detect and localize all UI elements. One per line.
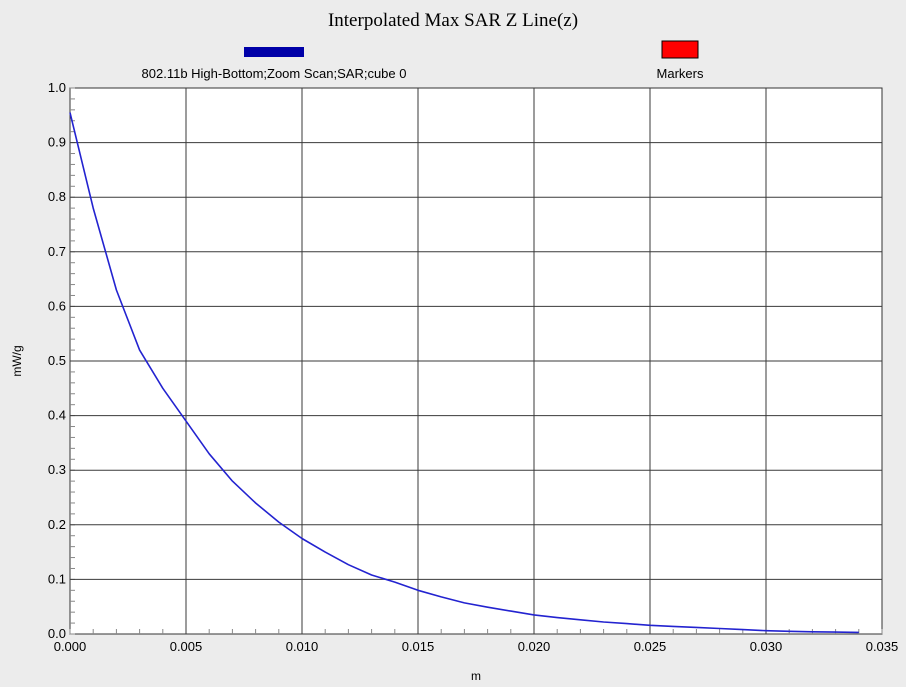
x-tick-label: 0.035 [866,639,899,654]
x-axis-label: m [471,669,481,683]
x-tick-label: 0.005 [170,639,203,654]
y-tick-label: 0.8 [48,189,66,204]
y-axis-label: mW/g [10,345,24,376]
y-tick-label: 0.3 [48,462,66,477]
legend-swatch-series [244,47,304,57]
x-tick-label: 0.000 [54,639,87,654]
y-tick-label: 0.1 [48,571,66,586]
y-tick-label: 0.9 [48,135,66,150]
series-layer [69,112,859,634]
legend-label-markers: Markers [657,66,704,81]
y-tick-label: 0.0 [48,626,66,641]
legend-swatch-markers [661,40,699,59]
grid-lines [70,88,882,634]
y-tick-label: 1.0 [48,80,66,95]
y-tick-labels: 0.0 0.1 0.2 0.3 0.4 0.5 0.6 0.7 0.8 0.9 1.0 [48,80,66,641]
x-tick-label: 0.025 [634,639,667,654]
y-tick-label: 0.4 [48,408,66,423]
series-line [69,112,859,634]
chart-title: Interpolated Max SAR Z Line(z) [328,10,578,31]
x-tick-label: 0.015 [402,639,435,654]
x-tick-label: 0.030 [750,639,783,654]
y-tick-label: 0.5 [48,353,66,368]
legend-label-series: 802.11b High-Bottom;Zoom Scan;SAR;cube 0 [142,66,407,81]
x-tick-label: 0.020 [518,639,551,654]
x-tick-labels: 0.000 0.005 0.010 0.015 0.020 0.025 0.030 0.035 [54,639,899,654]
y-tick-label: 0.6 [48,298,66,313]
y-tick-label: 0.7 [48,244,66,259]
y-tick-label: 0.2 [48,517,66,532]
x-tick-label: 0.010 [286,639,319,654]
